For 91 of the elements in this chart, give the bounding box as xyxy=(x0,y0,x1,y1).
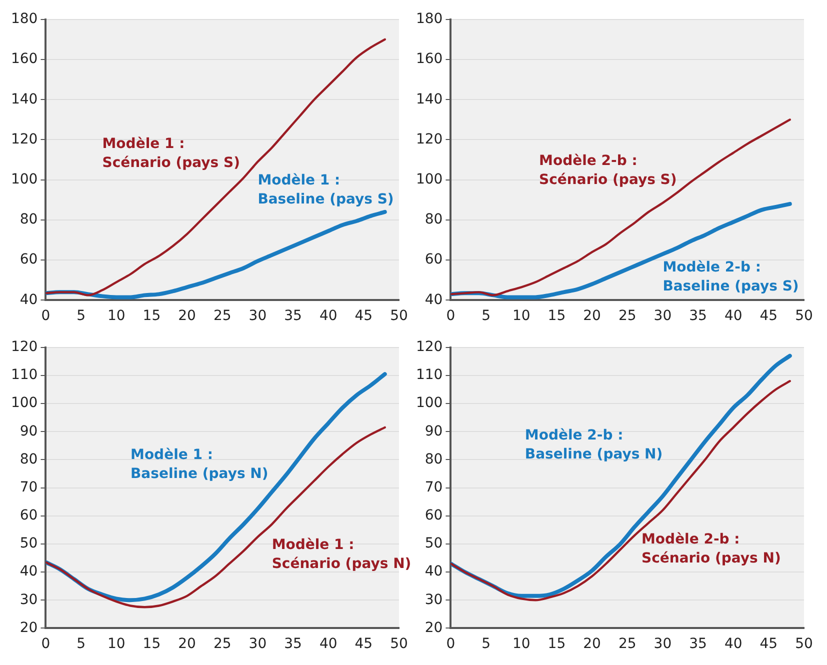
x-tick-label: 35 xyxy=(284,636,302,652)
x-tick-label: 20 xyxy=(583,636,601,652)
x-tick-label: 20 xyxy=(178,308,196,324)
x-tick-label: 10 xyxy=(107,636,126,652)
y-tick-label: 120 xyxy=(10,339,38,356)
series-label: Modèle 2-b : Baseline (pays N) xyxy=(524,427,663,462)
y-tick-label: 80 xyxy=(424,451,443,468)
y-tick-label: 20 xyxy=(424,620,443,636)
y-tick-label: 80 xyxy=(424,212,443,228)
x-tick-label: 45 xyxy=(760,308,778,324)
y-tick-label: 180 xyxy=(416,11,443,28)
x-tick-label: 40 xyxy=(319,308,338,324)
x-tick-label: 50 xyxy=(390,636,408,652)
x-tick-label: 15 xyxy=(142,636,161,652)
y-tick-label: 60 xyxy=(20,252,38,268)
x-tick-label: 15 xyxy=(548,636,566,652)
y-tick-label: 50 xyxy=(424,536,443,552)
y-tick-label: 70 xyxy=(20,479,38,496)
x-tick-label: 5 xyxy=(482,636,491,652)
y-tick-label: 80 xyxy=(20,451,38,468)
series-label: Modèle 1 : Baseline (pays S) xyxy=(258,172,394,208)
x-tick-label: 15 xyxy=(142,308,161,324)
x-tick-label: 35 xyxy=(689,308,707,324)
x-tick-label: 50 xyxy=(795,636,813,652)
y-tick-label: 70 xyxy=(424,479,443,496)
x-tick-label: 20 xyxy=(178,636,196,652)
y-tick-label: 100 xyxy=(10,172,38,188)
x-tick-label: 45 xyxy=(354,636,373,652)
y-tick-label: 40 xyxy=(424,564,443,580)
x-tick-label: 5 xyxy=(76,308,86,324)
y-tick-label: 180 xyxy=(10,11,38,28)
x-tick-label: 40 xyxy=(319,636,338,652)
x-tick-label: 0 xyxy=(41,636,50,652)
x-tick-label: 50 xyxy=(795,308,813,324)
x-tick-label: 25 xyxy=(618,308,636,324)
series-label: Modèle 1 : Scénario (pays N) xyxy=(272,536,412,572)
x-tick-label: 30 xyxy=(654,636,672,652)
y-tick-label: 110 xyxy=(416,367,443,384)
y-tick-label: 40 xyxy=(20,292,38,308)
x-tick-label: 40 xyxy=(724,308,742,324)
x-tick-label: 45 xyxy=(760,636,778,652)
x-tick-label: 30 xyxy=(654,308,672,324)
y-tick-label: 120 xyxy=(10,131,38,148)
y-tick-label: 90 xyxy=(20,423,38,440)
x-tick-label: 10 xyxy=(512,636,530,652)
y-tick-label: 80 xyxy=(20,212,38,228)
y-tick-label: 60 xyxy=(424,252,443,268)
x-tick-label: 5 xyxy=(76,636,86,652)
y-tick-label: 100 xyxy=(10,395,38,412)
x-tick-label: 10 xyxy=(107,308,126,324)
y-tick-label: 30 xyxy=(20,592,38,608)
series-label: Modèle 2-b : Scénario (pays S) xyxy=(539,152,677,188)
x-tick-label: 25 xyxy=(213,308,232,324)
y-tick-label: 120 xyxy=(416,131,443,148)
x-tick-label: 0 xyxy=(446,308,456,324)
y-tick-label: 50 xyxy=(20,536,38,552)
x-tick-label: 15 xyxy=(548,308,566,324)
x-tick-label: 20 xyxy=(583,308,601,324)
x-tick-label: 10 xyxy=(512,308,530,324)
series-label: Modèle 1 : Baseline (pays N) xyxy=(130,447,268,482)
x-tick-label: 35 xyxy=(689,636,707,652)
y-tick-label: 160 xyxy=(10,51,38,68)
series-label: Modèle 1 : Scénario (pays S) xyxy=(102,136,240,171)
x-tick-label: 25 xyxy=(213,636,232,652)
y-tick-label: 120 xyxy=(416,339,443,356)
x-tick-label: 35 xyxy=(284,308,302,324)
series-label: Modèle 2-b : Scénario (pays N) xyxy=(641,531,781,566)
line-series xyxy=(46,426,386,608)
x-tick-label: 5 xyxy=(482,308,491,324)
x-tick-label: 50 xyxy=(390,308,408,324)
x-tick-label: 0 xyxy=(446,636,456,652)
y-tick-label: 140 xyxy=(416,91,443,108)
y-tick-label: 40 xyxy=(424,292,443,308)
y-tick-label: 110 xyxy=(10,367,38,384)
y-tick-label: 20 xyxy=(20,620,38,636)
y-tick-label: 60 xyxy=(424,508,443,524)
y-tick-label: 100 xyxy=(416,395,443,412)
y-tick-label: 90 xyxy=(424,423,443,440)
x-tick-label: 0 xyxy=(41,308,50,324)
y-tick-label: 140 xyxy=(10,91,38,108)
x-tick-label: 30 xyxy=(248,308,267,324)
y-tick-label: 60 xyxy=(20,508,38,524)
series-label: Modèle 2-b : Baseline (pays S) xyxy=(662,260,799,295)
y-tick-label: 100 xyxy=(416,172,443,188)
y-tick-label: 30 xyxy=(424,592,443,608)
x-tick-label: 25 xyxy=(618,636,636,652)
y-tick-label: 40 xyxy=(20,564,38,580)
y-tick-label: 160 xyxy=(416,51,443,68)
x-tick-label: 30 xyxy=(248,636,267,652)
x-tick-label: 45 xyxy=(354,308,373,324)
x-tick-label: 40 xyxy=(724,636,742,652)
